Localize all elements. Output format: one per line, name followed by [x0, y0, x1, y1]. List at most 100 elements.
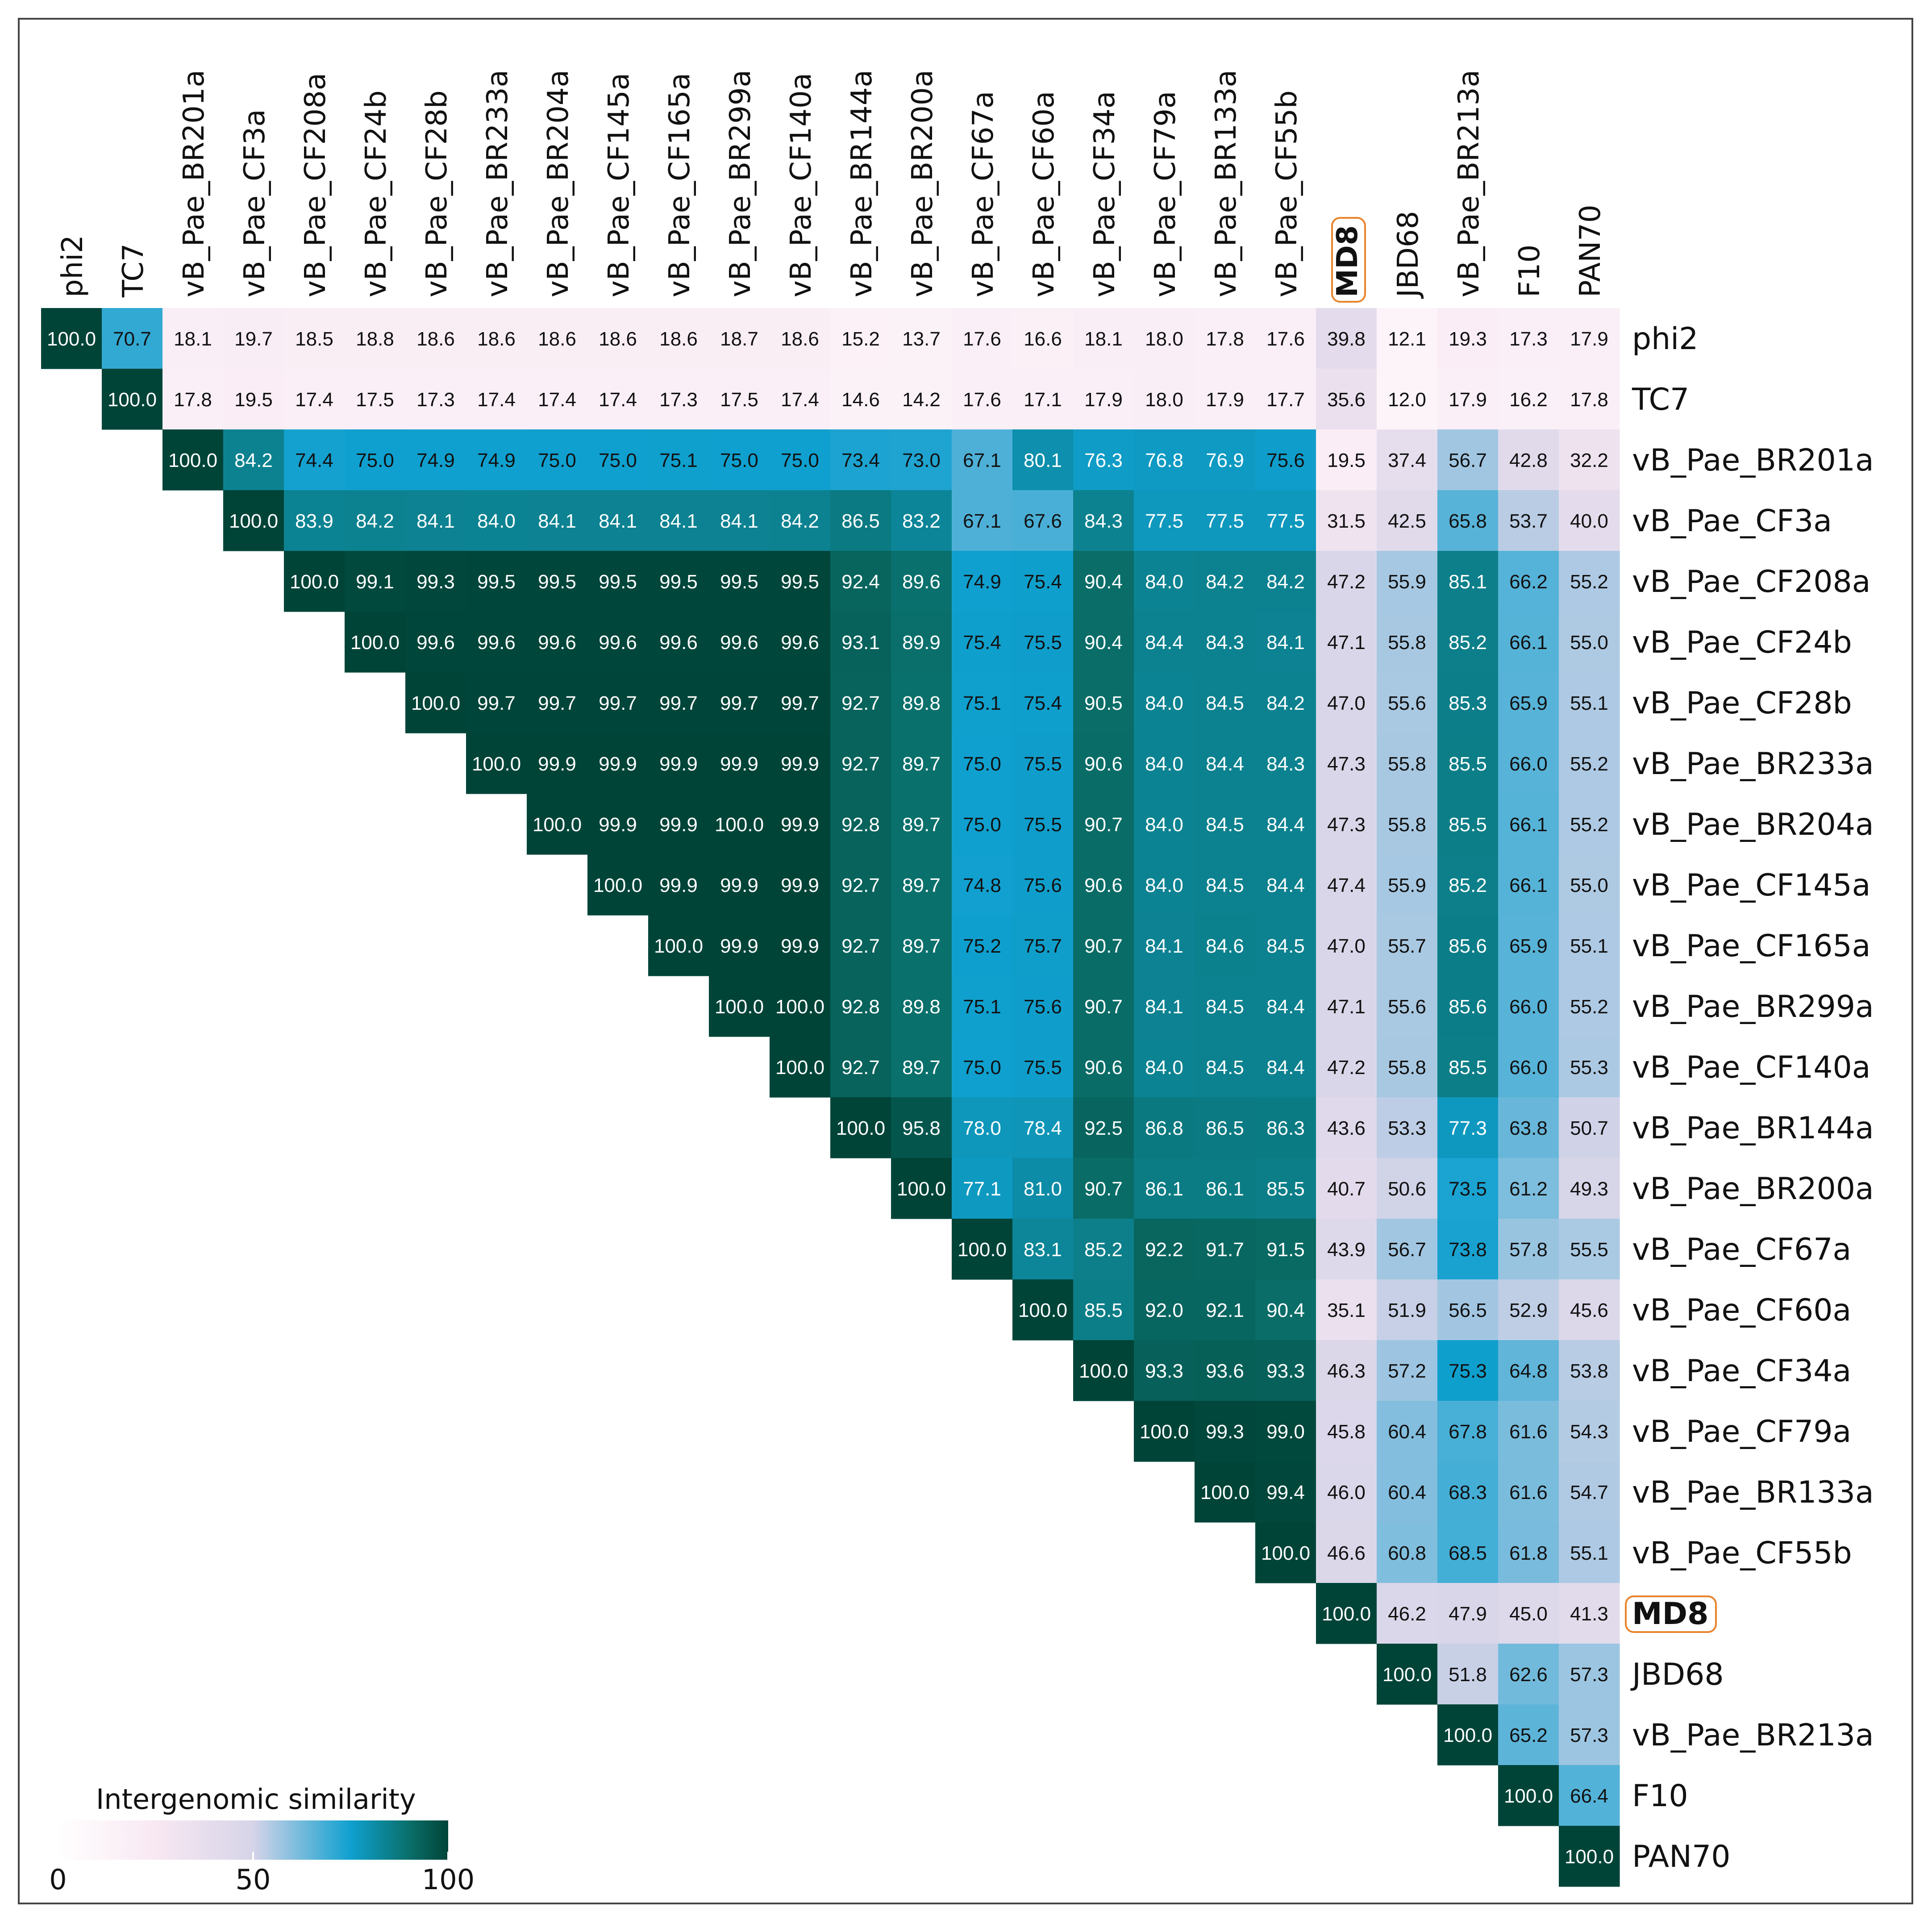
heatmap-cell: 100.0 [405, 672, 466, 733]
cell-rect [648, 429, 709, 491]
heatmap-cell: 84.1 [405, 490, 466, 551]
cell-value-label: 75.5 [1024, 632, 1062, 654]
cell-value-label: 75.0 [963, 1057, 1001, 1079]
heatmap-cell: 74.9 [405, 429, 466, 491]
heatmap-cell: 75.0 [709, 429, 770, 491]
cell-value-label: 61.2 [1509, 1178, 1548, 1200]
cell-rect [1012, 1037, 1074, 1098]
cell-rect [709, 733, 770, 794]
cell-value-label: 84.2 [234, 450, 273, 471]
cell-value-label: 47.0 [1327, 692, 1366, 714]
cell-rect [952, 733, 1013, 794]
row-label: vB_Pae_BR200a [1632, 1171, 1874, 1207]
cell-rect [830, 429, 891, 491]
cell-value-label: 55.2 [1570, 753, 1608, 775]
cell-rect [1498, 429, 1559, 491]
cell-rect [891, 854, 952, 916]
heatmap-cell: 74.9 [466, 429, 527, 491]
cell-value-label: 81.0 [1024, 1178, 1062, 1200]
heatmap-cell: 77.5 [1134, 490, 1195, 551]
cell-rect [1437, 854, 1499, 916]
cell-rect [1255, 733, 1316, 794]
heatmap-cell: 67.6 [1012, 490, 1074, 551]
heatmap-cell: 18.0 [1134, 369, 1195, 430]
heatmap-cell: 31.5 [1316, 490, 1377, 551]
heatmap-cell: 90.4 [1073, 612, 1134, 673]
cell-rect [648, 915, 709, 976]
cell-rect [1559, 1097, 1620, 1158]
cell-rect [1073, 672, 1134, 733]
cell-value-label: 99.9 [781, 753, 819, 775]
cell-value-label: 75.4 [1024, 571, 1062, 593]
cell-value-label: 66.1 [1509, 875, 1548, 896]
cell-rect [587, 551, 649, 612]
cell-rect [1134, 308, 1195, 369]
color-legend: Intergenomic similarity 0 50 100 [49, 1783, 475, 1896]
cell-rect [1559, 672, 1620, 733]
heatmap-cell: 53.3 [1377, 1097, 1438, 1158]
cell-rect [830, 1037, 891, 1098]
cell-value-label: 92.7 [841, 692, 880, 714]
heatmap-cell: 18.1 [162, 308, 224, 369]
cell-value-label: 85.5 [1449, 814, 1487, 836]
cell-value-label: 47.2 [1327, 1057, 1366, 1079]
cell-value-label: 100.0 [47, 328, 96, 350]
cell-value-label: 46.2 [1388, 1603, 1426, 1625]
cell-value-label: 32.2 [1570, 450, 1608, 471]
cell-rect [830, 612, 891, 673]
cell-value-label: 68.5 [1449, 1542, 1487, 1564]
cell-rect [1498, 854, 1559, 916]
cell-rect [709, 915, 770, 976]
column-label: vB_Pae_CF3a [238, 109, 271, 297]
row-label: phi2 [1632, 321, 1698, 357]
cell-value-label: 89.8 [902, 996, 941, 1018]
heatmap-cell: 99.7 [770, 672, 831, 733]
cell-rect [1559, 1037, 1620, 1098]
heatmap-cell: 92.7 [830, 733, 891, 794]
cell-rect [284, 429, 345, 491]
heatmap-cell: 47.2 [1316, 1037, 1377, 1098]
cell-rect [1377, 1158, 1438, 1219]
cell-rect [1377, 1583, 1438, 1644]
heatmap-cell: 85.5 [1255, 1158, 1316, 1219]
row-label: vB_Pae_BR299a [1632, 989, 1874, 1024]
cell-rect [1498, 672, 1559, 733]
cell-rect [1377, 794, 1438, 855]
cell-value-label: 17.4 [599, 389, 637, 411]
heatmap-cell: 90.7 [1073, 915, 1134, 976]
cell-rect [1498, 1279, 1559, 1341]
heatmap-cell: 12.0 [1377, 369, 1438, 430]
cell-value-label: 99.5 [599, 571, 637, 593]
cell-value-label: 35.6 [1327, 389, 1366, 411]
cell-rect [770, 490, 831, 551]
heatmap-cell: 17.8 [162, 369, 224, 430]
column-label: vB_Pae_BR133a [1210, 70, 1243, 297]
cell-value-label: 42.8 [1509, 450, 1548, 471]
row-label: vB_Pae_BR213a [1632, 1718, 1874, 1753]
cell-value-label: 99.3 [416, 571, 455, 593]
cell-rect [466, 612, 527, 673]
heatmap-cell: 84.4 [1255, 794, 1316, 855]
cell-rect [1316, 794, 1377, 855]
cell-value-label: 19.3 [1449, 328, 1487, 350]
cell-rect [1134, 1158, 1195, 1219]
cell-rect [1316, 854, 1377, 916]
cell-rect [1437, 672, 1499, 733]
cell-value-label: 40.0 [1570, 510, 1608, 532]
cell-rect [891, 612, 952, 673]
heatmap-cell: 57.8 [1498, 1219, 1559, 1280]
cell-rect [1498, 1097, 1559, 1158]
cell-value-label: 66.0 [1509, 996, 1548, 1018]
cell-value-label: 99.6 [781, 632, 819, 654]
heatmap-cell: 99.6 [709, 612, 770, 673]
cell-value-label: 99.0 [1266, 1421, 1305, 1443]
cell-value-label: 77.1 [963, 1178, 1001, 1200]
cell-value-label: 57.8 [1509, 1239, 1548, 1261]
cell-rect [1195, 672, 1256, 733]
heatmap-cell: 18.1 [1073, 308, 1134, 369]
cell-rect [830, 551, 891, 612]
cell-rect [1377, 1522, 1438, 1583]
cell-rect [1012, 915, 1074, 976]
heatmap-cell: 67.8 [1437, 1401, 1499, 1462]
